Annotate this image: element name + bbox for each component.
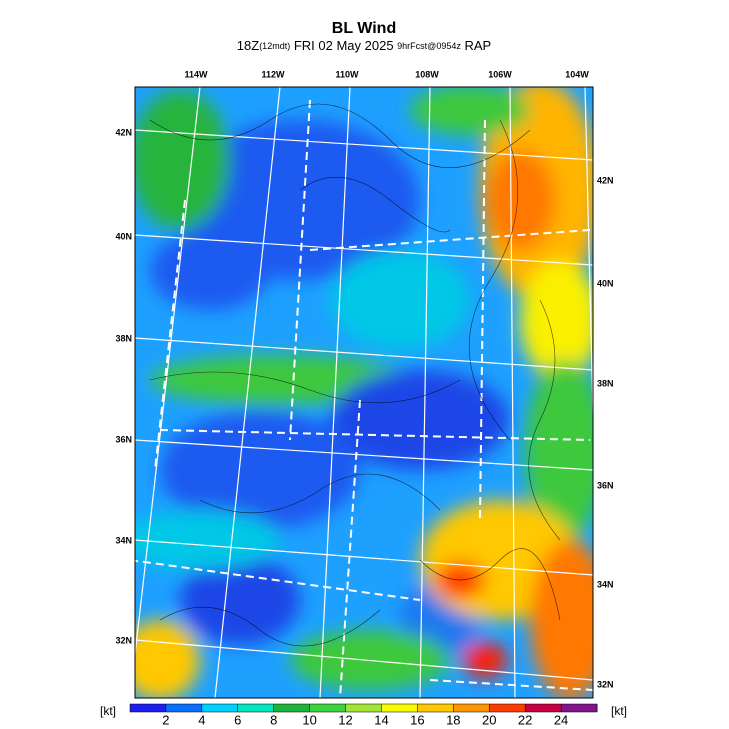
colorbar-segment <box>489 704 526 712</box>
colorbar-frame <box>129 703 598 713</box>
colorbar-segment <box>201 704 239 712</box>
lat-label: 34N <box>115 535 132 545</box>
colorbar-segment <box>417 704 454 712</box>
colorbar-segment <box>165 704 203 712</box>
lat-label: 36N <box>115 434 132 444</box>
colorbar-tick-label: 14 <box>374 712 388 727</box>
colorbar-segment <box>381 704 418 712</box>
colorbar-segment <box>525 704 562 712</box>
lon-label: 106W <box>488 69 512 79</box>
lon-label: 110W <box>335 69 359 79</box>
subtitle-part: RAP <box>464 38 491 53</box>
lat-label: 40N <box>115 231 132 241</box>
colorbar-segment <box>561 704 598 712</box>
lat-label: 32N <box>115 635 132 645</box>
lat-label: 32N <box>597 679 614 689</box>
lat-label: 40N <box>597 278 614 288</box>
colorbar-tick-label: 4 <box>198 712 205 727</box>
colorbar-tick-label: 2 <box>162 712 169 727</box>
lat-label: 34N <box>597 579 614 589</box>
colorbar-tick-label: 22 <box>518 712 532 727</box>
subtitle-part: 9hrFcst@0954z <box>397 41 461 51</box>
colorbar-tick-label: 20 <box>482 712 496 727</box>
colorbar-unit: [kt] <box>611 704 627 718</box>
colorbar-tick-label: 16 <box>410 712 424 727</box>
colorbar-unit: [kt] <box>100 704 116 718</box>
map-frame <box>134 86 594 699</box>
subtitle: 18Z(12mdt) FRI 02 May 2025 9hrFcst@0954z… <box>237 38 491 53</box>
colorbar-tick-label: 6 <box>234 712 241 727</box>
lat-label: 36N <box>597 480 614 490</box>
subtitle-part: FRI 02 May 2025 <box>294 38 394 53</box>
lat-label: 42N <box>597 175 614 185</box>
lon-label: 114W <box>184 69 208 79</box>
lat-label: 38N <box>115 333 132 343</box>
lon-label: 104W <box>565 69 589 79</box>
subtitle-part: (12mdt) <box>259 41 290 51</box>
colorbar-segment <box>273 704 311 712</box>
colorbar-segment <box>345 704 382 712</box>
colorbar-tick-label: 12 <box>338 712 352 727</box>
subtitle-part: 18Z <box>237 38 259 53</box>
colorbar-tick-label: 24 <box>554 712 568 727</box>
lat-label: 42N <box>115 127 132 137</box>
colorbar-segment <box>130 704 167 712</box>
colorbar-tick-label: 18 <box>446 712 460 727</box>
lat-label: 38N <box>597 378 614 388</box>
colorbar-segment <box>237 704 275 712</box>
map-field <box>135 87 593 698</box>
lon-label: 112W <box>261 69 285 79</box>
lon-label: 108W <box>415 69 439 79</box>
title: BL Wind <box>332 20 396 37</box>
colorbar-tick-label: 8 <box>270 712 277 727</box>
colorbar-segment <box>309 704 347 712</box>
colorbar-tick-label: 10 <box>302 712 316 727</box>
colorbar-segment <box>453 704 490 712</box>
